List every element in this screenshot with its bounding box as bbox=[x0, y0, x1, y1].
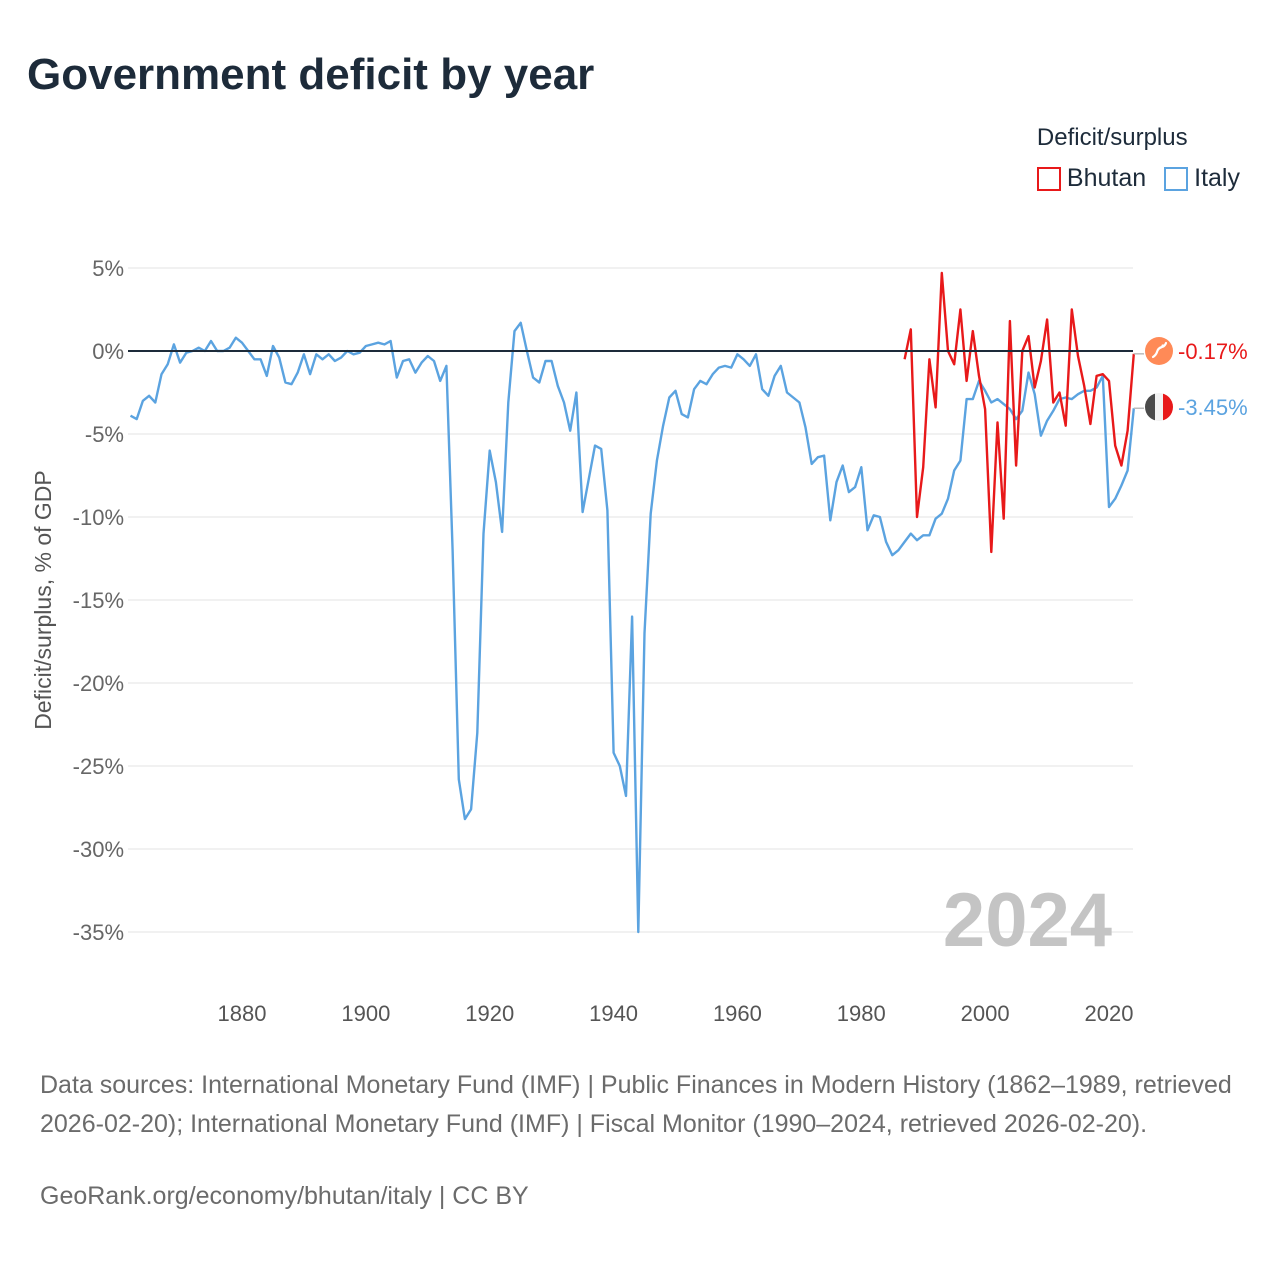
x-tick-label: 1940 bbox=[589, 1001, 638, 1026]
x-axis-ticks: 1880 1900 1920 1940 1960 1980 2000 2020 bbox=[218, 1001, 1134, 1026]
y-tick-label: -35% bbox=[73, 920, 124, 945]
italy-flag-icon bbox=[1145, 393, 1173, 421]
data-sources: Data sources: International Monetary Fun… bbox=[40, 1071, 1232, 1138]
y-tick-label: 5% bbox=[92, 256, 124, 281]
legend: Deficit/surplus Bhutan Italy bbox=[1036, 124, 1240, 193]
x-tick-label: 2000 bbox=[961, 1001, 1010, 1026]
x-tick-label: 1880 bbox=[218, 1001, 267, 1026]
y-tick-label: -25% bbox=[73, 754, 124, 779]
series-line-bhutan bbox=[903, 271, 1135, 554]
legend-label-italy: Italy bbox=[1194, 164, 1240, 192]
year-watermark: 2024 bbox=[943, 878, 1112, 963]
end-label-bhutan: -0.17% bbox=[1178, 339, 1248, 364]
y-axis-ticks: 5% 0% -5% -10% -15% -20% -25% -30% -35% bbox=[73, 256, 124, 945]
x-tick-label: 1960 bbox=[713, 1001, 762, 1026]
y-tick-label: -5% bbox=[85, 422, 124, 447]
x-tick-label: 1980 bbox=[837, 1001, 886, 1026]
line-chart: 5% 0% -5% -10% -15% -20% -25% -30% -35% 1880 1900… bbox=[30, 256, 1248, 1026]
y-tick-label: -15% bbox=[73, 588, 124, 613]
y-tick-label: -20% bbox=[73, 671, 124, 696]
legend-title: Deficit/surplus bbox=[1036, 124, 1188, 151]
legend-label-bhutan: Bhutan bbox=[1066, 164, 1147, 192]
legend-items: Bhutan Italy bbox=[1036, 164, 1240, 193]
legend-swatch-italy bbox=[1164, 166, 1189, 191]
x-tick-label: 1920 bbox=[465, 1001, 514, 1026]
bhutan-flag-icon bbox=[1145, 337, 1173, 365]
chart-title: Government deficit by year bbox=[27, 50, 595, 99]
end-label-italy: -3.45% bbox=[1178, 395, 1248, 420]
legend-item-bhutan[interactable]: Bhutan bbox=[1036, 164, 1147, 193]
series-layer bbox=[129, 271, 1144, 934]
x-tick-label: 2020 bbox=[1085, 1001, 1134, 1026]
gridlines bbox=[128, 267, 1133, 933]
series-line-italy bbox=[129, 321, 1135, 934]
legend-item-italy[interactable]: Italy bbox=[1164, 164, 1240, 193]
legend-swatch-bhutan bbox=[1036, 166, 1061, 191]
y-axis-label: Deficit/surplus, % of GDP bbox=[30, 470, 56, 729]
end-markers: -0.17% -3.45% bbox=[1145, 337, 1248, 421]
y-tick-label: -10% bbox=[73, 505, 124, 530]
footer-credit: GeoRank.org/economy/bhutan/italy | CC BY bbox=[40, 1182, 529, 1210]
y-tick-label: 0% bbox=[92, 339, 124, 364]
y-tick-label: -30% bbox=[73, 837, 124, 862]
x-tick-label: 1900 bbox=[341, 1001, 390, 1026]
